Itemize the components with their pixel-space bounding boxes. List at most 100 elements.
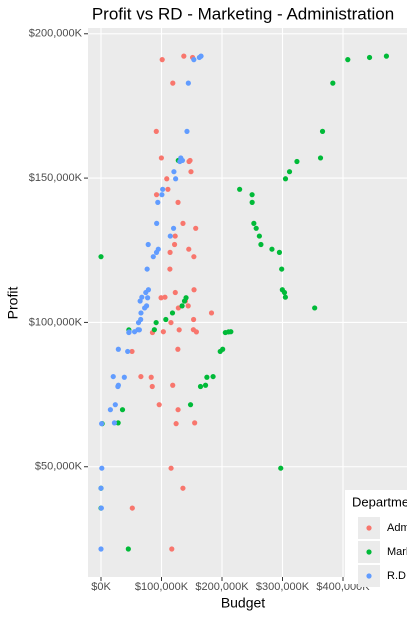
point bbox=[180, 220, 186, 226]
point bbox=[159, 192, 165, 198]
point bbox=[171, 241, 178, 248]
point bbox=[143, 289, 149, 296]
point bbox=[312, 305, 318, 311]
legend-swatch bbox=[366, 573, 372, 579]
point bbox=[180, 485, 186, 491]
point bbox=[217, 348, 223, 355]
x-axis-label: Budget bbox=[221, 595, 265, 611]
point bbox=[210, 373, 216, 380]
point bbox=[160, 186, 166, 192]
point bbox=[99, 421, 105, 427]
point bbox=[137, 298, 143, 304]
point bbox=[176, 327, 182, 333]
point bbox=[258, 241, 264, 248]
point bbox=[172, 233, 178, 239]
point bbox=[202, 382, 209, 388]
point bbox=[208, 310, 215, 316]
point bbox=[107, 407, 113, 413]
points bbox=[98, 53, 390, 552]
point bbox=[170, 225, 177, 231]
point bbox=[269, 246, 275, 252]
point bbox=[172, 289, 178, 296]
point bbox=[187, 402, 194, 408]
point bbox=[173, 421, 179, 427]
point bbox=[170, 80, 176, 86]
point bbox=[237, 186, 243, 192]
point bbox=[144, 266, 150, 272]
point bbox=[222, 329, 228, 336]
point bbox=[196, 54, 202, 61]
point bbox=[190, 316, 197, 323]
point bbox=[175, 199, 181, 205]
point bbox=[153, 319, 159, 326]
point bbox=[181, 298, 188, 304]
point bbox=[115, 383, 121, 390]
point bbox=[162, 294, 168, 300]
point bbox=[191, 254, 197, 260]
legend-swatch bbox=[366, 525, 372, 531]
x-tick-label: $300,000K bbox=[256, 581, 310, 593]
point bbox=[159, 57, 165, 63]
point bbox=[99, 465, 105, 471]
point bbox=[175, 407, 181, 413]
x-tick-label: $100,000K bbox=[135, 581, 189, 593]
point bbox=[249, 192, 255, 198]
point bbox=[119, 407, 126, 413]
point bbox=[126, 329, 132, 336]
point bbox=[251, 220, 257, 226]
point bbox=[366, 54, 373, 61]
point bbox=[129, 348, 135, 355]
legend-title: Department bbox=[352, 494, 407, 509]
point bbox=[330, 80, 336, 86]
point bbox=[179, 303, 185, 309]
point bbox=[135, 319, 142, 326]
point bbox=[154, 220, 160, 226]
point bbox=[184, 128, 190, 134]
point bbox=[192, 420, 198, 426]
point bbox=[345, 57, 351, 63]
y-tick-label: $150,000K bbox=[29, 172, 83, 184]
point bbox=[98, 505, 104, 511]
point bbox=[145, 241, 151, 248]
y-tick-label: $200,000K bbox=[29, 28, 83, 40]
point bbox=[249, 199, 255, 205]
point bbox=[186, 158, 192, 165]
point bbox=[111, 420, 118, 426]
point bbox=[153, 192, 160, 198]
point bbox=[167, 233, 173, 239]
point bbox=[282, 294, 288, 300]
point bbox=[193, 225, 199, 231]
point bbox=[155, 199, 161, 205]
point bbox=[191, 287, 197, 293]
point bbox=[163, 316, 169, 323]
point bbox=[156, 402, 162, 408]
point bbox=[148, 374, 154, 380]
point bbox=[167, 266, 173, 272]
legend-label: Administration bbox=[387, 522, 407, 534]
point bbox=[193, 329, 200, 335]
point bbox=[115, 420, 121, 426]
y-tick-label: $100,000K bbox=[29, 316, 83, 328]
point bbox=[168, 319, 174, 326]
point bbox=[98, 254, 104, 260]
legend-label: Marketing bbox=[387, 546, 407, 558]
chart-title: Profit vs RD - Marketing - Administratio… bbox=[92, 4, 394, 23]
point bbox=[168, 465, 174, 471]
point bbox=[121, 374, 127, 380]
point bbox=[142, 305, 148, 311]
point bbox=[319, 128, 326, 134]
point bbox=[185, 303, 191, 309]
point bbox=[158, 155, 164, 161]
point bbox=[294, 158, 300, 165]
point bbox=[171, 169, 177, 175]
point bbox=[317, 155, 324, 161]
point bbox=[177, 158, 183, 165]
y-tick-label: $50,000K bbox=[35, 461, 83, 473]
point bbox=[165, 186, 171, 192]
point bbox=[186, 246, 192, 252]
point bbox=[170, 382, 176, 388]
point bbox=[125, 348, 131, 355]
point bbox=[158, 295, 164, 301]
point bbox=[98, 485, 104, 491]
point bbox=[281, 289, 288, 296]
